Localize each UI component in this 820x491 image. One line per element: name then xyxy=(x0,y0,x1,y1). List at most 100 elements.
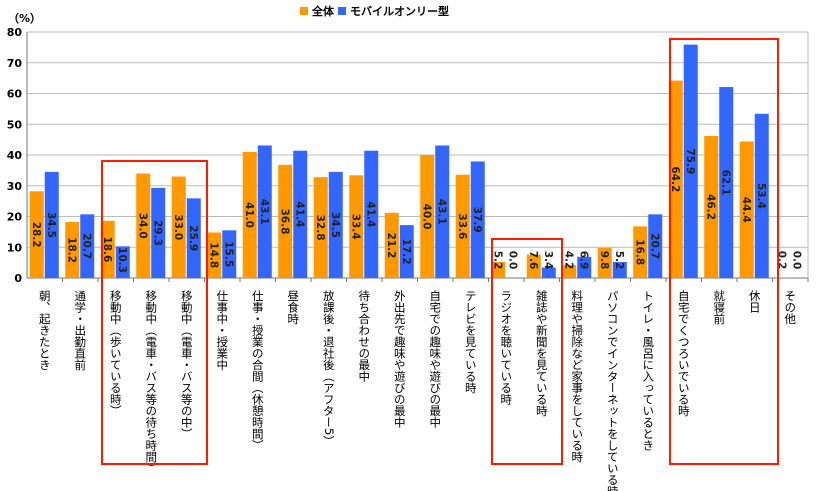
bar-mobile-only xyxy=(44,171,59,278)
x-tick-label: 通学・出勤直前 xyxy=(73,290,88,371)
bar-total xyxy=(207,232,222,278)
x-tick-label: 仕事中・授業中 xyxy=(215,290,230,371)
data-label: 6.9 xyxy=(577,251,589,270)
bar-mobile-only xyxy=(399,225,414,278)
x-tick-label: パソコンでインターネットをしている時 xyxy=(605,290,620,491)
data-label: 36.8 xyxy=(278,208,290,234)
bar-mobile-only xyxy=(754,113,769,278)
data-label: 0.0 xyxy=(790,251,802,270)
data-label: 20.7 xyxy=(648,233,660,259)
bar-total xyxy=(349,175,364,278)
data-label: 62.1 xyxy=(719,170,731,196)
bar-total xyxy=(242,151,257,278)
data-label: 34.5 xyxy=(329,212,341,238)
highlight-box-moving xyxy=(101,160,208,465)
legend-label-total: 全体 xyxy=(312,5,334,18)
data-label: 41.4 xyxy=(293,201,305,227)
data-label: 44.4 xyxy=(740,197,752,223)
data-label: 15.5 xyxy=(222,241,234,267)
y-tick-label: 80 xyxy=(7,26,23,39)
data-label: 5.2 xyxy=(613,251,625,270)
data-label: 43.1 xyxy=(435,199,447,225)
x-tick-label: 朝、起きたとき xyxy=(37,290,52,371)
x-tick-label: 休日 xyxy=(747,290,762,313)
x-tick-label: トイレ・風呂に入っているとき xyxy=(641,290,656,451)
bar-total xyxy=(775,277,790,278)
x-tick-label: 移動中（電車・バス等の中） xyxy=(179,290,194,440)
bar-mobile-only xyxy=(612,262,627,278)
bar-mobile-only xyxy=(186,198,201,278)
data-label: 34.5 xyxy=(45,212,57,238)
data-label: 33.0 xyxy=(172,214,184,240)
y-tick-label: 70 xyxy=(7,57,23,70)
bar-mobile-only xyxy=(435,145,450,278)
bar-total xyxy=(29,191,44,278)
x-tick-label: 仕事・授業の合間（休憩時間） xyxy=(250,290,265,451)
bar-total xyxy=(562,265,577,278)
data-label: 46.2 xyxy=(704,194,716,220)
y-tick-label: 50 xyxy=(7,118,23,131)
x-tick-label: 料理や掃除など家事をしている時 xyxy=(570,290,585,463)
bar-mobile-only xyxy=(222,230,237,278)
data-label: 37.9 xyxy=(471,207,483,233)
data-label: 21.2 xyxy=(385,232,397,258)
data-label: 33.6 xyxy=(456,213,468,239)
data-label: 9.8 xyxy=(598,251,610,270)
data-label: 41.4 xyxy=(364,201,376,227)
x-tick-label: 雑誌や新聞を見ている時 xyxy=(534,290,549,417)
data-label: 43.1 xyxy=(258,199,270,225)
data-label: 5.2 xyxy=(491,251,503,270)
x-tick-label: 放課後・退社後（アフター5） xyxy=(321,290,336,447)
data-label: 16.8 xyxy=(633,239,645,265)
bar-total xyxy=(420,155,435,278)
data-label: 29.3 xyxy=(151,220,163,246)
data-label: 4.2 xyxy=(562,251,574,270)
data-label: 20.7 xyxy=(80,233,92,259)
x-tick-label: 外出先で趣味や遊びの最中 xyxy=(392,290,407,428)
data-label: 7.6 xyxy=(527,251,539,270)
x-tick-label: 移動中（電車・バス等の待ち時間） xyxy=(144,290,159,474)
y-unit-label: （%） xyxy=(8,12,42,25)
data-label: 3.4 xyxy=(542,251,554,270)
data-label: 75.9 xyxy=(684,148,696,174)
bar-total xyxy=(704,135,719,278)
bar-total xyxy=(136,173,151,278)
data-label: 14.8 xyxy=(207,242,219,268)
bar-mobile-only xyxy=(364,150,379,278)
bar-mobile-only xyxy=(328,171,343,278)
data-label: 53.4 xyxy=(755,183,767,209)
data-label: 32.8 xyxy=(314,215,326,241)
bar-mobile-only xyxy=(80,214,95,278)
x-tick-label: 自宅でくつろいでいる時 xyxy=(676,290,691,417)
bar-total xyxy=(491,262,506,278)
x-tick-label: 移動中（歩いている時） xyxy=(108,290,123,417)
bar-total xyxy=(171,176,186,278)
highlight-box-media xyxy=(491,238,563,465)
bar-total xyxy=(526,254,541,278)
x-tick-label: 待ち合わせの最中 xyxy=(357,290,372,382)
data-label: 10.3 xyxy=(116,247,128,273)
data-label: 18.6 xyxy=(101,236,113,262)
data-label: 64.2 xyxy=(669,166,681,192)
legend-label-mobile-only: モバイルオンリー型 xyxy=(350,5,449,18)
bar-mobile-only xyxy=(648,214,663,278)
x-tick-label: 就寝前 xyxy=(712,290,727,325)
bar-mobile-only xyxy=(151,187,166,278)
bar-total xyxy=(455,174,470,278)
x-tick-label: テレビを見ている時 xyxy=(463,290,478,394)
data-label: 41.0 xyxy=(243,202,255,228)
data-label: 33.4 xyxy=(349,214,361,240)
y-tick-label: 60 xyxy=(7,88,23,101)
bar-total xyxy=(278,164,293,278)
bar-total xyxy=(668,80,683,279)
x-tick-label: ラジオを聴いている時 xyxy=(499,290,514,405)
data-label: 17.2 xyxy=(400,239,412,265)
bar-total xyxy=(100,220,115,278)
x-tick-label: その他 xyxy=(783,290,798,325)
bar-mobile-only xyxy=(293,150,308,278)
data-label: 0.0 xyxy=(506,251,518,270)
bar-total xyxy=(739,141,754,278)
y-tick-label: 30 xyxy=(7,180,23,193)
data-label: 34.0 xyxy=(136,213,148,239)
